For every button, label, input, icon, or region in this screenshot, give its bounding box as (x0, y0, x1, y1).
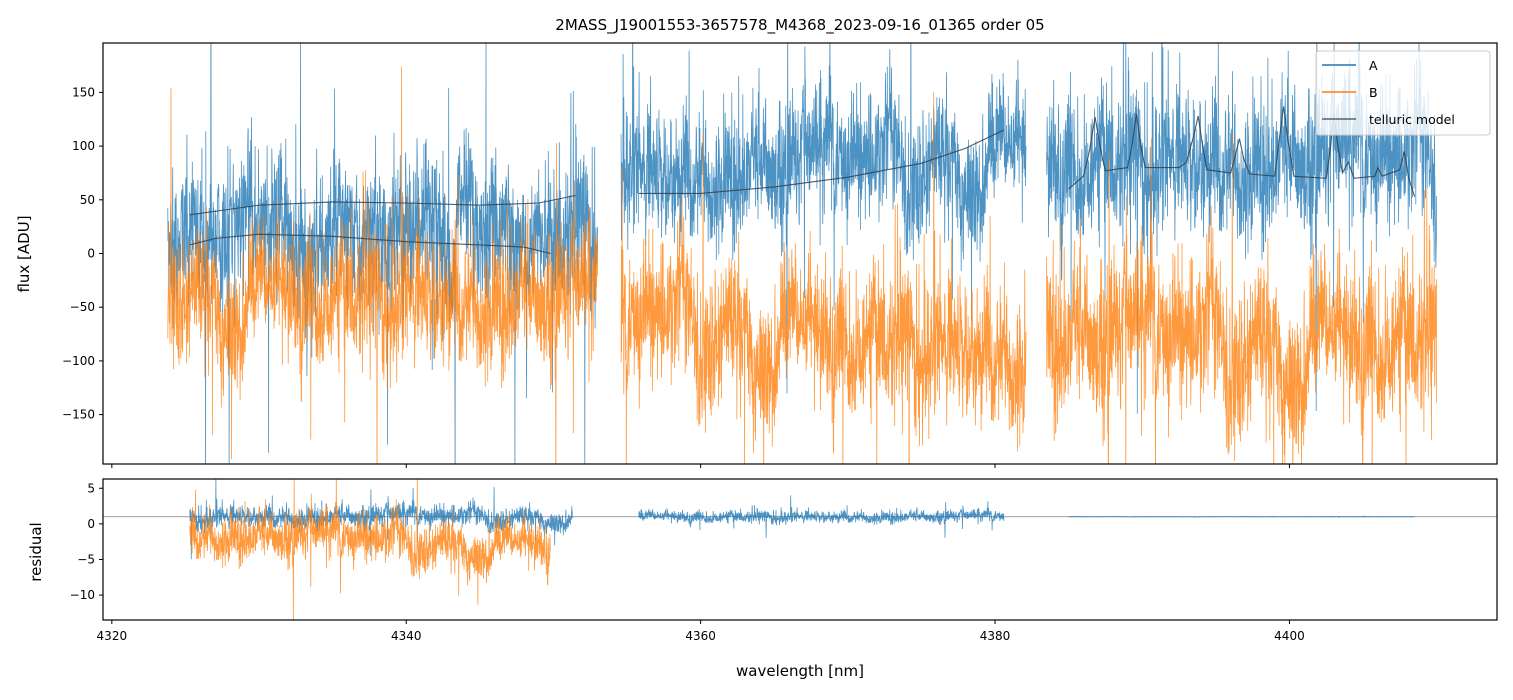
residual-panel (103, 479, 1497, 620)
x-tick-label: 4380 (980, 629, 1011, 643)
series-telluric-model-curve-3 (1068, 106, 1416, 197)
x-tick-label: 4340 (391, 629, 422, 643)
y-tick-label-spectrum: −50 (70, 300, 95, 314)
series-b-segment-2 (1046, 133, 1437, 464)
y-tick-label-spectrum: −100 (62, 354, 95, 368)
series-a-segment-2 (1046, 43, 1437, 414)
legend-label-a: A (1369, 58, 1378, 73)
y-axis-label-flux: flux [ADU] (15, 215, 33, 292)
series-b-segment-0 (189, 479, 551, 620)
axes-frame-residual (102, 478, 1498, 621)
series-a-segment-1 (620, 43, 1027, 394)
series-b-segment-1 (620, 92, 1027, 464)
y-tick-label-spectrum: −150 (62, 408, 95, 422)
series-a-segment-1 (638, 495, 1005, 539)
legend-label-telluric: telluric model (1369, 112, 1455, 127)
series-telluric-model-curve-1 (189, 233, 551, 255)
spectrum-panel (167, 43, 1437, 464)
y-tick-label-residual: −10 (70, 588, 95, 602)
series-a-segment-2 (1068, 515, 1415, 519)
series-b-segment-0 (167, 66, 598, 464)
y-tick-label-residual: 5 (87, 481, 95, 495)
y-tick-label-spectrum: 0 (87, 247, 95, 261)
y-tick-label-spectrum: 100 (72, 139, 95, 153)
series-telluric-model-curve-0 (189, 194, 576, 216)
y-axis-label-residual: residual (27, 522, 45, 581)
y-tick-label-spectrum: 50 (80, 193, 95, 207)
chart-title: 2MASS_J19001553-3657578_M4368_2023-09-16… (555, 16, 1044, 35)
x-tick-label: 4400 (1274, 629, 1305, 643)
legend: A B telluric model (1315, 50, 1491, 136)
x-axis-label: wavelength [nm] (736, 662, 864, 680)
y-tick-label-spectrum: 150 (72, 85, 95, 99)
x-tick-label: 4320 (97, 629, 128, 643)
x-tick-label: 4360 (685, 629, 716, 643)
legend-label-b: B (1369, 85, 1378, 100)
y-tick-label-residual: 0 (87, 517, 95, 531)
series-telluric-model-curve-2 (638, 129, 1005, 194)
series-a-segment-0 (189, 479, 573, 560)
y-tick-label-residual: −5 (77, 552, 95, 566)
